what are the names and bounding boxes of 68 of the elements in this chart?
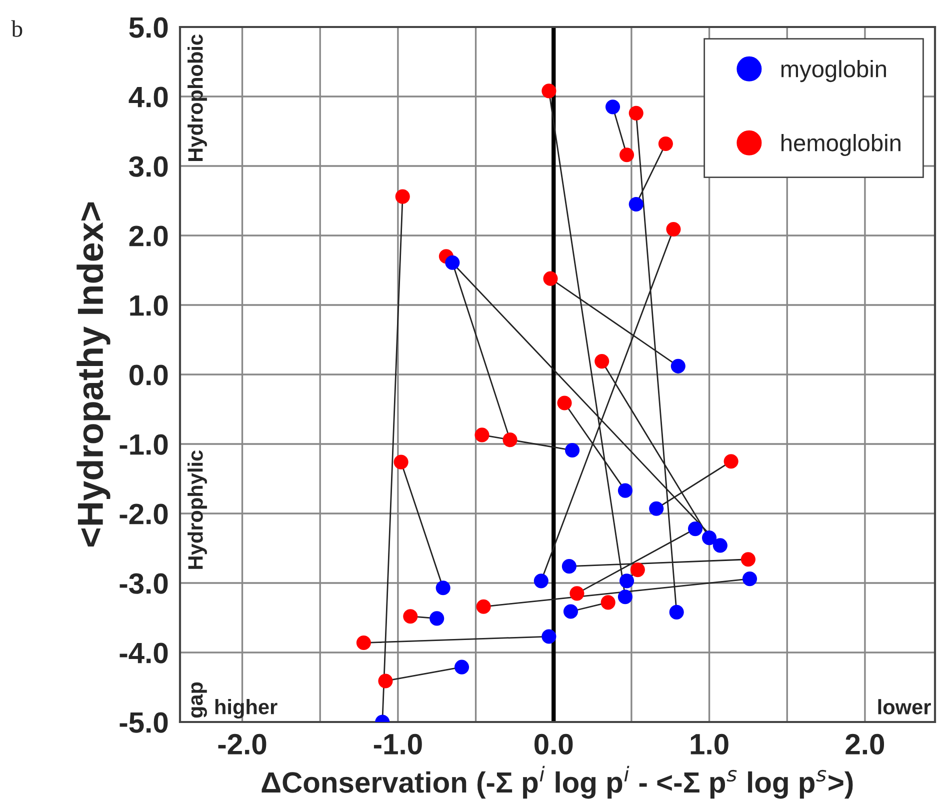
y-tick-label: -3.0	[120, 573, 168, 594]
point	[658, 136, 673, 152]
point	[394, 454, 408, 470]
x-tick-label: -2.0	[218, 734, 266, 755]
point	[712, 538, 728, 553]
x-tick-label: 1.0	[690, 734, 728, 755]
point	[628, 196, 644, 212]
point	[618, 483, 632, 498]
y-tick-label: 4.0	[128, 86, 168, 108]
point	[740, 552, 756, 567]
legend-label: myoglobin	[781, 60, 886, 82]
point	[454, 660, 470, 674]
point	[630, 562, 645, 578]
point	[618, 590, 632, 604]
point	[403, 609, 418, 624]
point	[594, 354, 610, 369]
point	[356, 635, 371, 650]
annotation: higher	[215, 699, 278, 719]
text: b	[11, 20, 22, 37]
y-tick-label: -4.0	[120, 642, 168, 664]
point	[688, 522, 703, 536]
point	[605, 100, 620, 114]
y-tick-label: -5.0	[120, 712, 168, 733]
point	[742, 572, 758, 586]
annotation: Hydrophobic	[188, 34, 207, 162]
point	[378, 674, 393, 688]
point	[534, 574, 548, 588]
point	[476, 599, 491, 614]
point	[724, 454, 738, 469]
point	[502, 432, 518, 448]
point	[570, 586, 584, 601]
point	[565, 442, 580, 458]
point	[542, 84, 556, 98]
point	[649, 501, 664, 516]
y-tick-label: 5.0	[129, 17, 168, 38]
point	[628, 106, 644, 120]
y-tick-label: 1.0	[130, 295, 168, 316]
point	[666, 222, 681, 237]
point	[474, 428, 490, 442]
annotation: Hydrophylic	[188, 450, 207, 569]
point	[600, 595, 616, 610]
point	[395, 189, 410, 204]
point	[619, 574, 634, 588]
x-tick-label: 2.0	[846, 734, 884, 755]
text: ΔConservation (-Σ p$^{i}$ log p$^{i}$ - <-Σ p$^{s}$ log p$^{s}$>)	[262, 766, 853, 799]
point	[543, 271, 558, 286]
point	[619, 148, 634, 162]
point	[430, 611, 444, 626]
point	[542, 629, 556, 644]
annotation: gap	[191, 682, 207, 718]
y-tick-label: -1.0	[120, 434, 168, 455]
point	[702, 530, 717, 546]
x-tick-label: -1.0	[374, 734, 422, 755]
y-tick-label: 0.0	[130, 364, 168, 386]
point	[670, 358, 686, 374]
y-tick-label: 2.0	[129, 226, 168, 246]
point	[669, 604, 684, 620]
point	[562, 559, 576, 574]
y-axis-title: <Hydropathy Index>	[76, 202, 110, 547]
point	[557, 396, 572, 410]
point	[436, 580, 450, 596]
point	[563, 604, 578, 619]
legend-label: hemoglobin	[782, 134, 900, 156]
y-tick-label: -2.0	[120, 504, 168, 524]
x-tick-label: 0.0	[534, 734, 573, 755]
y-tick-label: 3.0	[129, 156, 168, 177]
point	[445, 255, 460, 270]
annotation: lower	[878, 699, 931, 714]
